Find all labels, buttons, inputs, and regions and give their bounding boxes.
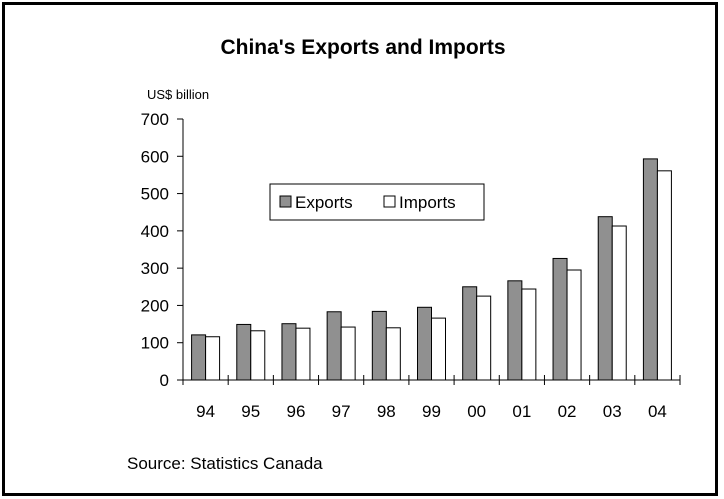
x-tick-label: 98 bbox=[377, 402, 396, 421]
bar-exports-95 bbox=[236, 323, 252, 381]
x-tick-label: 94 bbox=[196, 402, 215, 421]
y-axis-unit-label: US$ billion bbox=[147, 87, 209, 102]
bar-exports-03 bbox=[597, 216, 613, 381]
bar-imports-97 bbox=[340, 326, 356, 381]
y-tick-label: 100 bbox=[141, 334, 169, 353]
x-tick-label: 03 bbox=[603, 402, 622, 421]
x-tick-label: 01 bbox=[512, 402, 531, 421]
legend-label-imports: Imports bbox=[399, 193, 456, 212]
bar-exports-97 bbox=[326, 311, 342, 381]
bar-exports-02 bbox=[552, 257, 568, 381]
y-tick-label: 300 bbox=[141, 259, 169, 278]
x-tick-label: 95 bbox=[241, 402, 260, 421]
bar-exports-94 bbox=[191, 334, 207, 381]
y-tick-label: 600 bbox=[141, 147, 169, 166]
x-tick-label: 00 bbox=[467, 402, 486, 421]
legend-label-exports: Exports bbox=[295, 193, 353, 212]
bar-imports-94 bbox=[205, 336, 221, 381]
source-note: Source: Statistics Canada bbox=[127, 454, 323, 473]
y-axis: 0 100 200 300 400 500 600 700 bbox=[141, 110, 184, 390]
y-tick-label: 200 bbox=[141, 296, 169, 315]
x-tick-label: 02 bbox=[558, 402, 577, 421]
bar-imports-02 bbox=[566, 269, 582, 381]
bar-imports-96 bbox=[295, 327, 311, 381]
bar-exports-96 bbox=[281, 323, 297, 381]
x-tick-label: 04 bbox=[648, 402, 667, 421]
legend-box bbox=[269, 183, 485, 221]
bar-imports-98 bbox=[385, 327, 401, 381]
bar-imports-95 bbox=[250, 330, 266, 381]
bar-imports-00 bbox=[476, 295, 492, 381]
bars bbox=[191, 158, 672, 381]
bar-exports-98 bbox=[371, 310, 387, 381]
x-tick-label: 96 bbox=[286, 402, 305, 421]
bar-imports-99 bbox=[431, 317, 446, 381]
x-tick-label: 97 bbox=[332, 402, 351, 421]
bar-exports-01 bbox=[507, 280, 523, 381]
legend-swatch-exports bbox=[279, 195, 292, 208]
legend-swatch-imports bbox=[383, 195, 396, 208]
y-tick-label: 700 bbox=[141, 110, 169, 129]
bar-exports-04 bbox=[642, 158, 658, 381]
bar-exports-99 bbox=[417, 306, 432, 381]
bar-imports-03 bbox=[611, 225, 627, 381]
x-axis: 94 95 96 97 98 99 00 01 02 03 04 bbox=[182, 375, 681, 421]
y-tick-label: 500 bbox=[141, 185, 169, 204]
y-tick-label: 0 bbox=[160, 371, 169, 390]
bar-imports-01 bbox=[521, 288, 537, 381]
legend: Exports Imports bbox=[269, 183, 485, 221]
y-tick-label: 400 bbox=[141, 222, 169, 241]
chart-title: China's Exports and Imports bbox=[220, 36, 505, 59]
x-tick-label: 99 bbox=[422, 402, 441, 421]
bar-imports-04 bbox=[656, 170, 672, 381]
bar-exports-00 bbox=[462, 286, 478, 381]
